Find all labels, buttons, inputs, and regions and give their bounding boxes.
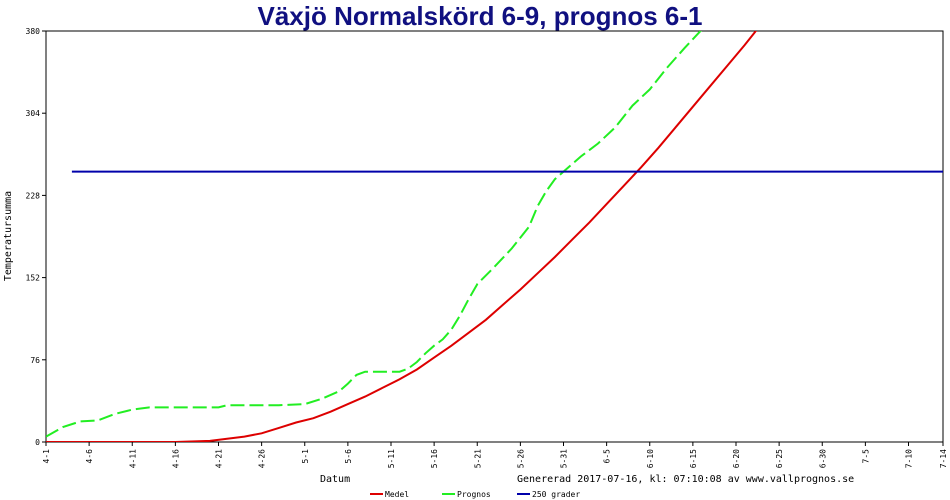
x-tick-label: 6-20 xyxy=(732,449,741,468)
y-tick-label: 0 xyxy=(35,438,40,447)
x-tick-label: 5-6 xyxy=(344,449,353,464)
x-tick-label: 7-14 xyxy=(939,449,948,468)
x-tick-label: 6-25 xyxy=(775,449,784,468)
x-tick-label: 4-1 xyxy=(42,449,51,464)
legend-item: Prognos xyxy=(457,490,491,499)
y-tick-label: 228 xyxy=(26,191,41,200)
x-tick-label: 4-16 xyxy=(171,449,180,468)
series-layer xyxy=(46,31,943,442)
plot-area xyxy=(45,30,944,443)
x-tick-label: 7-5 xyxy=(861,449,870,464)
x-tick-label: 6-15 xyxy=(689,449,698,468)
x-tick-label: 5-26 xyxy=(516,449,525,468)
x-tick-label: 5-11 xyxy=(387,449,396,468)
x-tick-label: 7-10 xyxy=(905,449,914,468)
series-line-medel xyxy=(46,31,758,442)
x-axis-label: Datum xyxy=(320,474,350,485)
x-tick-label: 5-31 xyxy=(560,449,569,468)
x-tick-label: 4-11 xyxy=(128,449,137,468)
x-tick-label: 5-16 xyxy=(430,449,439,468)
x-tick-label: 4-21 xyxy=(215,449,224,468)
x-tick-label: 4-6 xyxy=(85,449,94,464)
legend-item: 250 grader xyxy=(532,490,580,499)
y-tick-label: 304 xyxy=(26,109,41,118)
legend: Medel Prognos 250 grader xyxy=(370,490,580,499)
series-line-prognos xyxy=(46,31,702,438)
y-tick-label: 380 xyxy=(26,27,41,36)
x-tick-label: 6-30 xyxy=(818,449,827,468)
y-axis-ticks: 0 76 152 228 304 380 xyxy=(26,27,46,447)
x-tick-label: 5-1 xyxy=(301,449,310,464)
x-tick-label: 6-5 xyxy=(603,449,612,464)
legend-item: Medel xyxy=(385,490,409,499)
chart-title: Växjö Normalskörd 6-9, prognos 6-1 xyxy=(257,1,702,31)
y-axis-label: Temperatursumma xyxy=(3,191,14,281)
x-tick-label: 4-26 xyxy=(258,449,267,468)
x-axis-ticks: 4-1 4-6 4-11 4-16 4-21 4-26 5-1 5-6 5-11 5-16 5-21… xyxy=(42,442,948,468)
y-tick-label: 152 xyxy=(26,274,41,283)
footer-note: Genererad 2017-07-16, kl: 07:10:08 av ww… xyxy=(517,474,854,485)
y-tick-label: 76 xyxy=(30,356,40,365)
x-tick-label: 6-10 xyxy=(646,449,655,468)
x-tick-label: 5-21 xyxy=(473,449,482,468)
